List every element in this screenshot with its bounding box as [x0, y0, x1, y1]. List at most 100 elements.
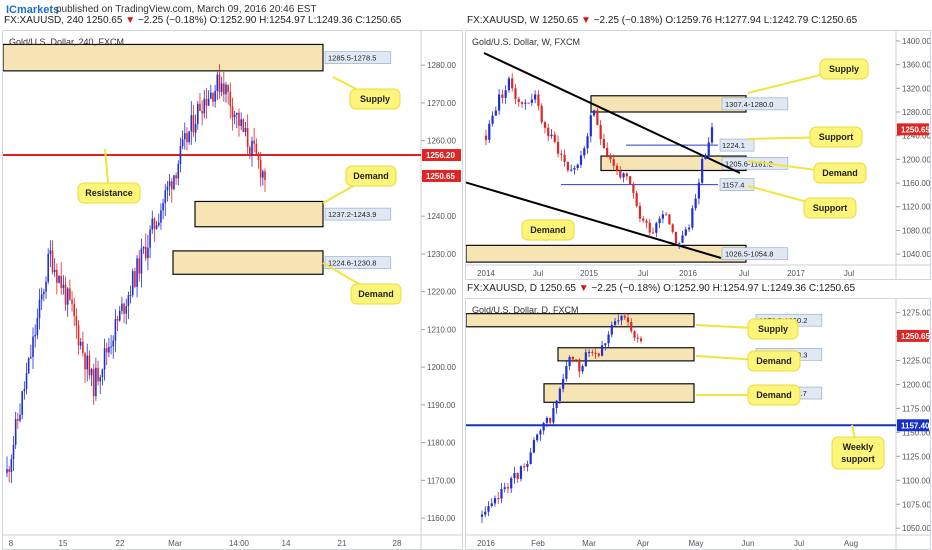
candle-body: [17, 419, 19, 421]
candle-body: [583, 148, 586, 156]
candle-body: [246, 127, 249, 148]
candle-body: [497, 498, 500, 500]
candle-body: [188, 131, 190, 143]
y-tick-label: 1240.00: [427, 212, 456, 221]
down-arrow-icon: ▼: [125, 15, 136, 26]
x-tick-label: 8: [9, 539, 14, 548]
candle-body: [550, 134, 553, 137]
candle-body: [149, 229, 151, 248]
candle-body: [586, 136, 589, 149]
candle-body: [220, 83, 223, 93]
candle-body: [487, 505, 490, 512]
candle-body: [710, 127, 714, 143]
zone-label-box: [324, 256, 392, 269]
candle-body: [602, 139, 606, 148]
candle-body: [707, 142, 710, 156]
zone-label: 1224.6-1230.8: [328, 259, 376, 268]
candle-body: [73, 303, 76, 317]
callout-label: Support: [819, 132, 854, 142]
callout-label: Demand: [756, 356, 792, 366]
candle-body: [488, 123, 491, 140]
candle-body: [607, 334, 610, 344]
candle-body: [69, 288, 71, 300]
candle-body: [129, 295, 132, 297]
symbol-change: −2.25 (−0.18%): [137, 15, 207, 26]
candle-body: [655, 223, 658, 233]
candle-body: [88, 355, 91, 376]
candle-body: [108, 347, 110, 353]
candle-body: [236, 112, 238, 115]
candle-body: [49, 250, 52, 254]
candle-body: [136, 258, 138, 287]
candle-body: [511, 78, 514, 89]
candle-body: [638, 206, 642, 219]
candle-body: [626, 317, 630, 323]
y-tick-label: 1080.00: [902, 226, 930, 235]
candle-body: [507, 78, 511, 91]
y-tick-label: 1220.00: [427, 288, 456, 297]
y-tick-label: 1180.00: [427, 439, 456, 448]
candle-body: [114, 318, 117, 341]
y-tick-label: 1240.00: [902, 132, 930, 141]
candle-body: [558, 388, 561, 401]
price-tag: [897, 123, 929, 136]
callout-label: support: [841, 454, 875, 464]
candle-body: [527, 102, 530, 104]
candle-body: [229, 92, 232, 107]
candle-body: [66, 288, 69, 305]
x-tick-label: Jul: [739, 269, 749, 278]
x-tick-label: Mar: [168, 539, 182, 548]
x-tick-label: Apr: [637, 539, 650, 548]
candle-body: [587, 351, 591, 353]
candle-body: [622, 173, 625, 178]
zone-label: 1237.2-1243.9: [328, 210, 376, 219]
brand-logo[interactable]: ICmarkets: [6, 4, 60, 16]
candle-body: [60, 275, 63, 289]
chart-panel-h4[interactable]: 1280.001270.001260.001250.001240.001230.…: [2, 30, 463, 550]
candle-body: [8, 469, 10, 472]
candle-body: [183, 133, 186, 140]
callout-label: Supply: [758, 324, 788, 334]
candle-body: [64, 284, 67, 305]
down-arrow-icon: ▼: [580, 15, 591, 26]
candle-body: [233, 114, 236, 118]
x-tick-label: Jul: [844, 269, 854, 278]
candle-body: [121, 303, 123, 311]
candle-body: [19, 414, 21, 421]
candle-body: [62, 284, 65, 289]
chart-panel-daily[interactable]: 1275.001250.001225.001200.001175.001150.…: [465, 298, 931, 550]
candle-body: [242, 119, 245, 132]
x-tick-label: 2016: [679, 269, 697, 278]
x-tick-label: 2014: [477, 269, 495, 278]
symbol-close: C:1250.65: [355, 15, 402, 26]
candle-body: [591, 351, 594, 353]
price-tag: [422, 149, 461, 162]
candle-body: [540, 105, 543, 123]
y-tick-label: 1125.00: [902, 452, 930, 461]
zone-label: 1026.5-1054.8: [725, 250, 773, 259]
symbol-high: H:1254.97: [259, 15, 306, 26]
candle-body: [517, 98, 520, 103]
candle-body: [251, 140, 253, 155]
chart-panel-weekly[interactable]: 1400.00 1360.00 1320.00 1280.00 1240.00 1200.…: [465, 30, 931, 280]
chart-weekly-svg: 1400.00 1360.00 1320.00 1280.00 1240.00 1200.…: [466, 31, 930, 279]
candle-body: [34, 335, 36, 337]
callout-box: [809, 126, 863, 148]
candle-body: [604, 343, 607, 346]
candle-body: [494, 110, 497, 116]
candle-body: [56, 269, 58, 283]
candle-body: [687, 227, 691, 230]
symbol-low: L:1249.36: [761, 283, 807, 294]
candle-body: [537, 94, 540, 106]
candle-body: [207, 98, 210, 106]
candle-body: [86, 355, 89, 370]
candle-body: [560, 153, 563, 155]
y-tick-label: 1150.00: [902, 428, 930, 437]
candle-body: [600, 345, 604, 356]
candle-body: [701, 159, 704, 183]
candle-body: [30, 357, 32, 359]
candle-body: [43, 291, 45, 295]
y-tick-label: 1360.00: [902, 61, 930, 70]
candle-body: [606, 147, 609, 156]
candle-body: [617, 320, 620, 322]
